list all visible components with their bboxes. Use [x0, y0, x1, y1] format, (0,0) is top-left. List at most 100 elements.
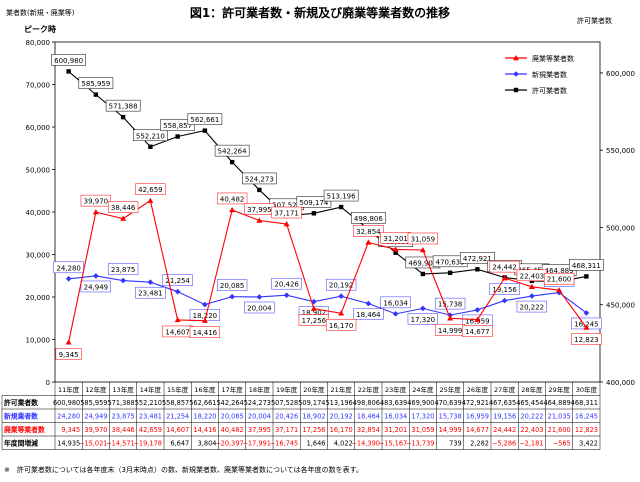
table-cell: 37,171 — [275, 426, 298, 434]
data-point — [65, 276, 72, 282]
data-point — [528, 283, 535, 289]
table-cell: 24,280 — [57, 413, 80, 421]
x-tick-label: 22年度 — [358, 385, 380, 394]
table-cell: 20,426 — [275, 413, 298, 421]
table-cell: −15,167 — [379, 440, 408, 448]
data-label-box — [78, 77, 114, 89]
table-cell: 470,639 — [434, 399, 461, 407]
table-cell: 2,282 — [470, 440, 489, 448]
footnote: ※ 許可業者数については各年度末（3月末時点）の数、新規業者数、廃業等業者数につ… — [4, 466, 363, 474]
data-label: 24,280 — [56, 264, 81, 272]
table-cell: 12,823 — [575, 426, 598, 434]
table-cell: 552,210 — [135, 399, 162, 407]
data-point — [120, 215, 127, 221]
table-cell: 15,738 — [439, 413, 462, 421]
table-cell: 17,320 — [411, 413, 434, 421]
table-cell: 21,254 — [166, 413, 189, 421]
table-row-label: 許可業者数 — [4, 398, 38, 407]
data-label-box — [351, 212, 386, 224]
table-cell: 468,311 — [571, 399, 598, 407]
data-label: 17,320 — [411, 316, 436, 324]
data-label: 20,004 — [247, 304, 272, 312]
table-cell: 16,170 — [330, 426, 353, 434]
table-cell: 24,949 — [84, 413, 107, 421]
table-cell: 6,647 — [170, 440, 189, 448]
data-label-box — [407, 313, 439, 325]
x-tick-label: 14年度 — [140, 385, 162, 394]
table-cell: 18,464 — [357, 413, 380, 421]
data-label-box — [325, 319, 357, 331]
data-point — [529, 293, 535, 299]
data-label: 14,416 — [193, 329, 218, 337]
left-tick-label: 0 — [46, 379, 50, 387]
data-label: 524,273 — [245, 175, 274, 183]
table-cell: 585,959 — [80, 399, 107, 407]
table-cell: 14,416 — [193, 426, 216, 434]
data-point — [174, 316, 181, 323]
table-cell: 40,482 — [221, 426, 244, 434]
data-label: 470,639 — [436, 258, 465, 266]
x-tick-label: 28年度 — [521, 385, 543, 394]
data-point — [229, 206, 236, 213]
table-cell: 507,528 — [271, 399, 298, 407]
data-label: 509,174 — [299, 199, 328, 207]
data-label: 37,171 — [274, 210, 299, 218]
data-point — [392, 246, 399, 252]
data-label-box — [244, 301, 275, 314]
data-point — [338, 204, 344, 210]
data-label-box — [216, 279, 248, 291]
right-tick-label: 550,000 — [606, 147, 635, 155]
table-cell: 14,677 — [466, 426, 489, 434]
table-cell: 524,273 — [244, 399, 271, 407]
x-tick-label: 23年度 — [385, 385, 407, 394]
data-label: 32,854 — [356, 228, 381, 236]
legend-marker — [513, 87, 519, 93]
x-tick-label: 16年度 — [194, 385, 216, 394]
data-label: 507,528 — [272, 201, 301, 209]
x-tick-label: 27年度 — [494, 385, 516, 394]
data-label: 16,034 — [383, 299, 408, 307]
table-cell: 42,659 — [139, 426, 162, 434]
data-point — [474, 307, 481, 313]
table-row-label: 廃業等業者数 — [4, 425, 45, 434]
right-tick-label: 400,000 — [606, 379, 635, 387]
data-point — [229, 293, 235, 300]
data-label: 37,995 — [247, 206, 272, 214]
table-cell: 14,999 — [439, 426, 462, 434]
data-label-box — [105, 99, 141, 112]
x-tick-label: 12年度 — [85, 385, 107, 394]
data-label-box — [187, 113, 223, 125]
data-label: 21,600 — [547, 276, 572, 284]
table-cell: 38,446 — [112, 426, 135, 434]
data-label: 469,900 — [408, 259, 437, 267]
data-label: 498,806 — [354, 215, 383, 223]
data-label-box — [407, 232, 439, 245]
table-cell: 17,256 — [302, 426, 325, 434]
data-point — [202, 128, 208, 133]
data-label-box — [380, 296, 411, 309]
data-label: 571,388 — [109, 103, 138, 111]
data-label: 24,442 — [492, 264, 517, 272]
data-point — [311, 211, 317, 216]
data-label-box — [489, 283, 520, 295]
data-label: 14,999 — [438, 327, 463, 335]
data-label-box — [462, 325, 493, 337]
x-tick-label: 20年度 — [303, 385, 325, 394]
data-label: 513,196 — [327, 193, 356, 201]
data-label: 562,661 — [190, 116, 219, 124]
data-point — [365, 239, 372, 245]
legend-label: 許可業者数 — [532, 86, 567, 95]
data-label: 558,857 — [163, 122, 192, 130]
x-tick-label: 19年度 — [276, 385, 298, 394]
table-cell: −15,021 — [79, 440, 108, 448]
data-point — [556, 289, 562, 296]
data-label: 14,607 — [165, 328, 190, 336]
data-label-box — [296, 196, 332, 208]
data-point — [420, 271, 426, 277]
table-cell: 4,022 — [334, 440, 353, 448]
data-label-box — [571, 333, 602, 345]
data-label-box — [80, 280, 112, 293]
data-label-box — [323, 189, 359, 202]
x-tick-label: 18年度 — [249, 385, 271, 394]
